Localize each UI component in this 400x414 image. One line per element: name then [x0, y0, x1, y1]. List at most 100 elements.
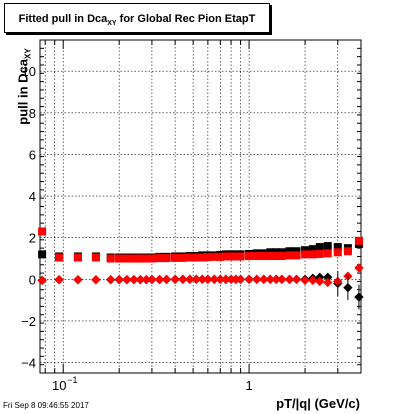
offset-marker — [73, 275, 83, 285]
x-tick-label: 10 — [52, 378, 66, 393]
offset-marker — [235, 274, 246, 285]
offset-marker — [185, 274, 195, 285]
offset-marker — [308, 275, 318, 286]
x-axis-label: pT/|q| (GeV/c) — [276, 396, 360, 411]
title-subscript: XY — [107, 20, 117, 27]
x-tick-label: 1 — [245, 378, 252, 393]
offset-marker — [122, 274, 132, 285]
mean-marker — [198, 253, 207, 262]
offset-marker — [197, 274, 207, 285]
mean-marker — [266, 252, 275, 261]
mean-marker — [136, 254, 145, 263]
offset-marker — [265, 274, 275, 285]
offset-marker — [221, 274, 231, 285]
mean-marker — [236, 252, 245, 261]
offset-marker — [323, 277, 333, 288]
mean-marker — [301, 246, 310, 255]
mean-marker — [315, 249, 324, 258]
mean-marker — [106, 254, 115, 263]
plot-frame — [39, 39, 362, 374]
mean-marker — [147, 254, 156, 263]
offset-marker — [191, 274, 201, 285]
mean-marker — [301, 250, 310, 259]
offset-marker — [300, 275, 310, 286]
y-tick-label: 10 — [22, 64, 36, 79]
mean-marker — [155, 254, 164, 263]
mean-marker — [142, 254, 151, 263]
mean-marker — [73, 253, 82, 262]
title-prefix: Fitted pull in Dca — [18, 13, 108, 25]
y-axis-label-subscript: XY — [23, 48, 33, 59]
offset-marker — [106, 274, 116, 285]
chart-title: Fitted pull in DcaXY for Global Rec Pion… — [5, 13, 269, 27]
mean-marker — [216, 252, 225, 261]
mean-marker — [38, 227, 47, 236]
mean-marker — [185, 253, 194, 262]
x-tick-label-exponent: −1 — [67, 375, 77, 385]
offset-marker — [291, 274, 302, 285]
mean-marker — [252, 252, 261, 261]
mean-marker — [308, 245, 317, 254]
y-tick-label: 0 — [29, 272, 36, 287]
y-tick-label: 6 — [29, 147, 36, 162]
mean-marker — [129, 254, 138, 263]
mean-marker — [231, 252, 240, 261]
offset-marker — [129, 274, 139, 285]
mean-marker — [192, 253, 201, 262]
offset-marker — [209, 274, 219, 285]
mean-marker — [323, 242, 332, 251]
mean-marker — [277, 252, 286, 261]
mean-marker — [210, 252, 219, 261]
mean-marker — [122, 254, 131, 263]
offset-marker — [141, 274, 152, 285]
mean-marker — [38, 250, 47, 259]
mean-marker — [308, 250, 317, 259]
mean-marker — [292, 247, 301, 256]
offset-marker — [215, 274, 225, 285]
mean-marker — [91, 253, 100, 262]
offset-marker — [114, 274, 124, 285]
mean-marker — [221, 252, 230, 261]
mean-marker — [227, 252, 236, 261]
mean-marker — [178, 253, 187, 262]
mean-marker — [55, 253, 64, 262]
mean-marker — [171, 253, 180, 262]
offset-marker — [277, 274, 287, 285]
y-tick-label: 2 — [29, 231, 36, 246]
y-tick-label: −4 — [21, 356, 36, 371]
mean-marker — [343, 247, 352, 256]
mean-marker — [115, 254, 124, 263]
offset-marker — [244, 274, 254, 285]
offset-marker — [135, 274, 146, 285]
offset-marker — [203, 274, 213, 285]
offset-marker — [54, 275, 64, 285]
mean-marker — [245, 252, 254, 261]
title-suffix: for Global Rec Pion EtapT — [119, 13, 256, 25]
offset-marker — [147, 274, 157, 285]
y-axis-label: pull in DcaXY — [16, 32, 33, 142]
mean-marker — [259, 252, 268, 261]
offset-marker — [154, 274, 165, 285]
mean-marker — [162, 254, 171, 263]
offset-marker — [284, 274, 295, 285]
y-axis-label-text: pull in Dca — [15, 58, 31, 125]
offset-marker — [354, 263, 364, 273]
mean-marker — [333, 243, 342, 252]
mean-marker — [285, 251, 294, 260]
mean-marker — [354, 236, 363, 245]
offset-marker — [271, 274, 281, 285]
y-tick-label: 4 — [29, 189, 36, 204]
timestamp: Fri Sep 8 09:46:55 2017 — [3, 401, 89, 410]
offset-marker — [37, 275, 47, 286]
offset-marker — [170, 274, 180, 285]
mean-marker — [315, 243, 324, 252]
offset-marker — [252, 274, 262, 285]
mean-marker — [285, 247, 294, 256]
offset-marker — [226, 274, 236, 285]
offset-marker — [91, 275, 101, 285]
mean-marker — [333, 248, 342, 257]
offset-marker — [259, 274, 269, 285]
mean-marker — [272, 252, 281, 261]
offset-marker — [178, 274, 188, 285]
